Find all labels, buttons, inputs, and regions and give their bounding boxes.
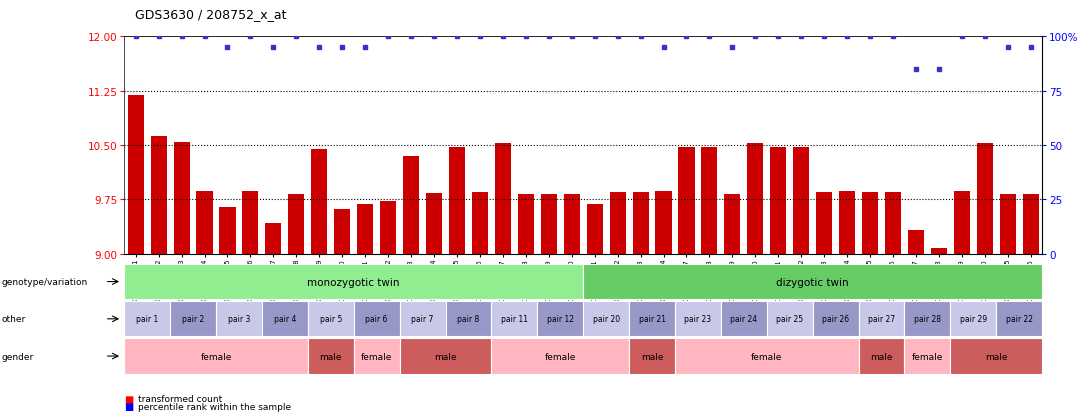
Bar bbox=[380, 201, 396, 254]
Text: male: male bbox=[985, 352, 1008, 361]
Text: ■: ■ bbox=[124, 401, 134, 411]
Text: pair 29: pair 29 bbox=[960, 315, 987, 323]
Text: female: female bbox=[544, 352, 576, 361]
Text: other: other bbox=[1, 315, 25, 323]
Bar bbox=[219, 207, 235, 254]
Text: female: female bbox=[912, 352, 943, 361]
Text: pair 4: pair 4 bbox=[273, 315, 296, 323]
Text: pair 21: pair 21 bbox=[638, 315, 665, 323]
Bar bbox=[266, 224, 282, 254]
Bar bbox=[426, 193, 442, 254]
Text: male: male bbox=[870, 352, 893, 361]
Text: pair 24: pair 24 bbox=[730, 315, 757, 323]
Bar bbox=[747, 144, 764, 254]
Text: pair 5: pair 5 bbox=[320, 315, 342, 323]
Bar bbox=[954, 191, 970, 254]
Text: pair 8: pair 8 bbox=[457, 315, 480, 323]
Bar bbox=[242, 191, 258, 254]
Bar bbox=[816, 192, 833, 254]
Bar bbox=[288, 195, 305, 254]
Bar bbox=[586, 204, 603, 254]
Text: male: male bbox=[320, 352, 342, 361]
Bar bbox=[656, 191, 672, 254]
Text: female: female bbox=[361, 352, 392, 361]
Text: pair 6: pair 6 bbox=[365, 315, 388, 323]
Text: pair 20: pair 20 bbox=[593, 315, 620, 323]
Bar bbox=[311, 149, 327, 254]
Bar bbox=[449, 148, 465, 254]
Text: male: male bbox=[640, 352, 663, 361]
Text: female: female bbox=[200, 352, 232, 361]
Bar bbox=[334, 209, 350, 254]
Text: monozygotic twin: monozygotic twin bbox=[308, 277, 400, 287]
Text: genotype/variation: genotype/variation bbox=[1, 278, 87, 286]
Bar bbox=[1023, 195, 1039, 254]
Text: transformed count: transformed count bbox=[138, 394, 222, 403]
Text: pair 2: pair 2 bbox=[181, 315, 204, 323]
Bar bbox=[839, 191, 855, 254]
Bar bbox=[725, 195, 741, 254]
Bar bbox=[908, 231, 924, 254]
Bar bbox=[564, 195, 580, 254]
Bar bbox=[495, 144, 511, 254]
Text: GDS3630 / 208752_x_at: GDS3630 / 208752_x_at bbox=[135, 8, 286, 21]
Text: gender: gender bbox=[1, 352, 33, 361]
Text: pair 22: pair 22 bbox=[1005, 315, 1032, 323]
Bar bbox=[197, 191, 213, 254]
Text: pair 26: pair 26 bbox=[822, 315, 849, 323]
Text: ■: ■ bbox=[124, 394, 134, 404]
Bar bbox=[517, 195, 534, 254]
Bar bbox=[633, 192, 649, 254]
Bar bbox=[472, 192, 488, 254]
Bar bbox=[793, 148, 809, 254]
Bar bbox=[403, 157, 419, 254]
Text: male: male bbox=[434, 352, 457, 361]
Text: percentile rank within the sample: percentile rank within the sample bbox=[138, 402, 292, 411]
Text: pair 7: pair 7 bbox=[411, 315, 434, 323]
Text: pair 12: pair 12 bbox=[546, 315, 573, 323]
Text: pair 1: pair 1 bbox=[136, 315, 159, 323]
Text: dizygotic twin: dizygotic twin bbox=[777, 277, 849, 287]
Text: female: female bbox=[751, 352, 783, 361]
Bar bbox=[357, 205, 374, 254]
Bar bbox=[862, 192, 878, 254]
Text: pair 25: pair 25 bbox=[777, 315, 804, 323]
Text: pair 27: pair 27 bbox=[868, 315, 895, 323]
Bar bbox=[174, 143, 190, 254]
Bar bbox=[678, 148, 694, 254]
Text: pair 3: pair 3 bbox=[228, 315, 251, 323]
Bar bbox=[931, 248, 947, 254]
Text: pair 28: pair 28 bbox=[914, 315, 941, 323]
Bar bbox=[885, 192, 901, 254]
Bar bbox=[150, 136, 166, 254]
Bar bbox=[541, 195, 557, 254]
Bar bbox=[976, 144, 993, 254]
Bar bbox=[770, 148, 786, 254]
Bar bbox=[127, 96, 144, 254]
Text: pair 11: pair 11 bbox=[501, 315, 528, 323]
Bar bbox=[1000, 195, 1016, 254]
Text: pair 23: pair 23 bbox=[685, 315, 712, 323]
Bar bbox=[609, 192, 625, 254]
Bar bbox=[701, 148, 717, 254]
